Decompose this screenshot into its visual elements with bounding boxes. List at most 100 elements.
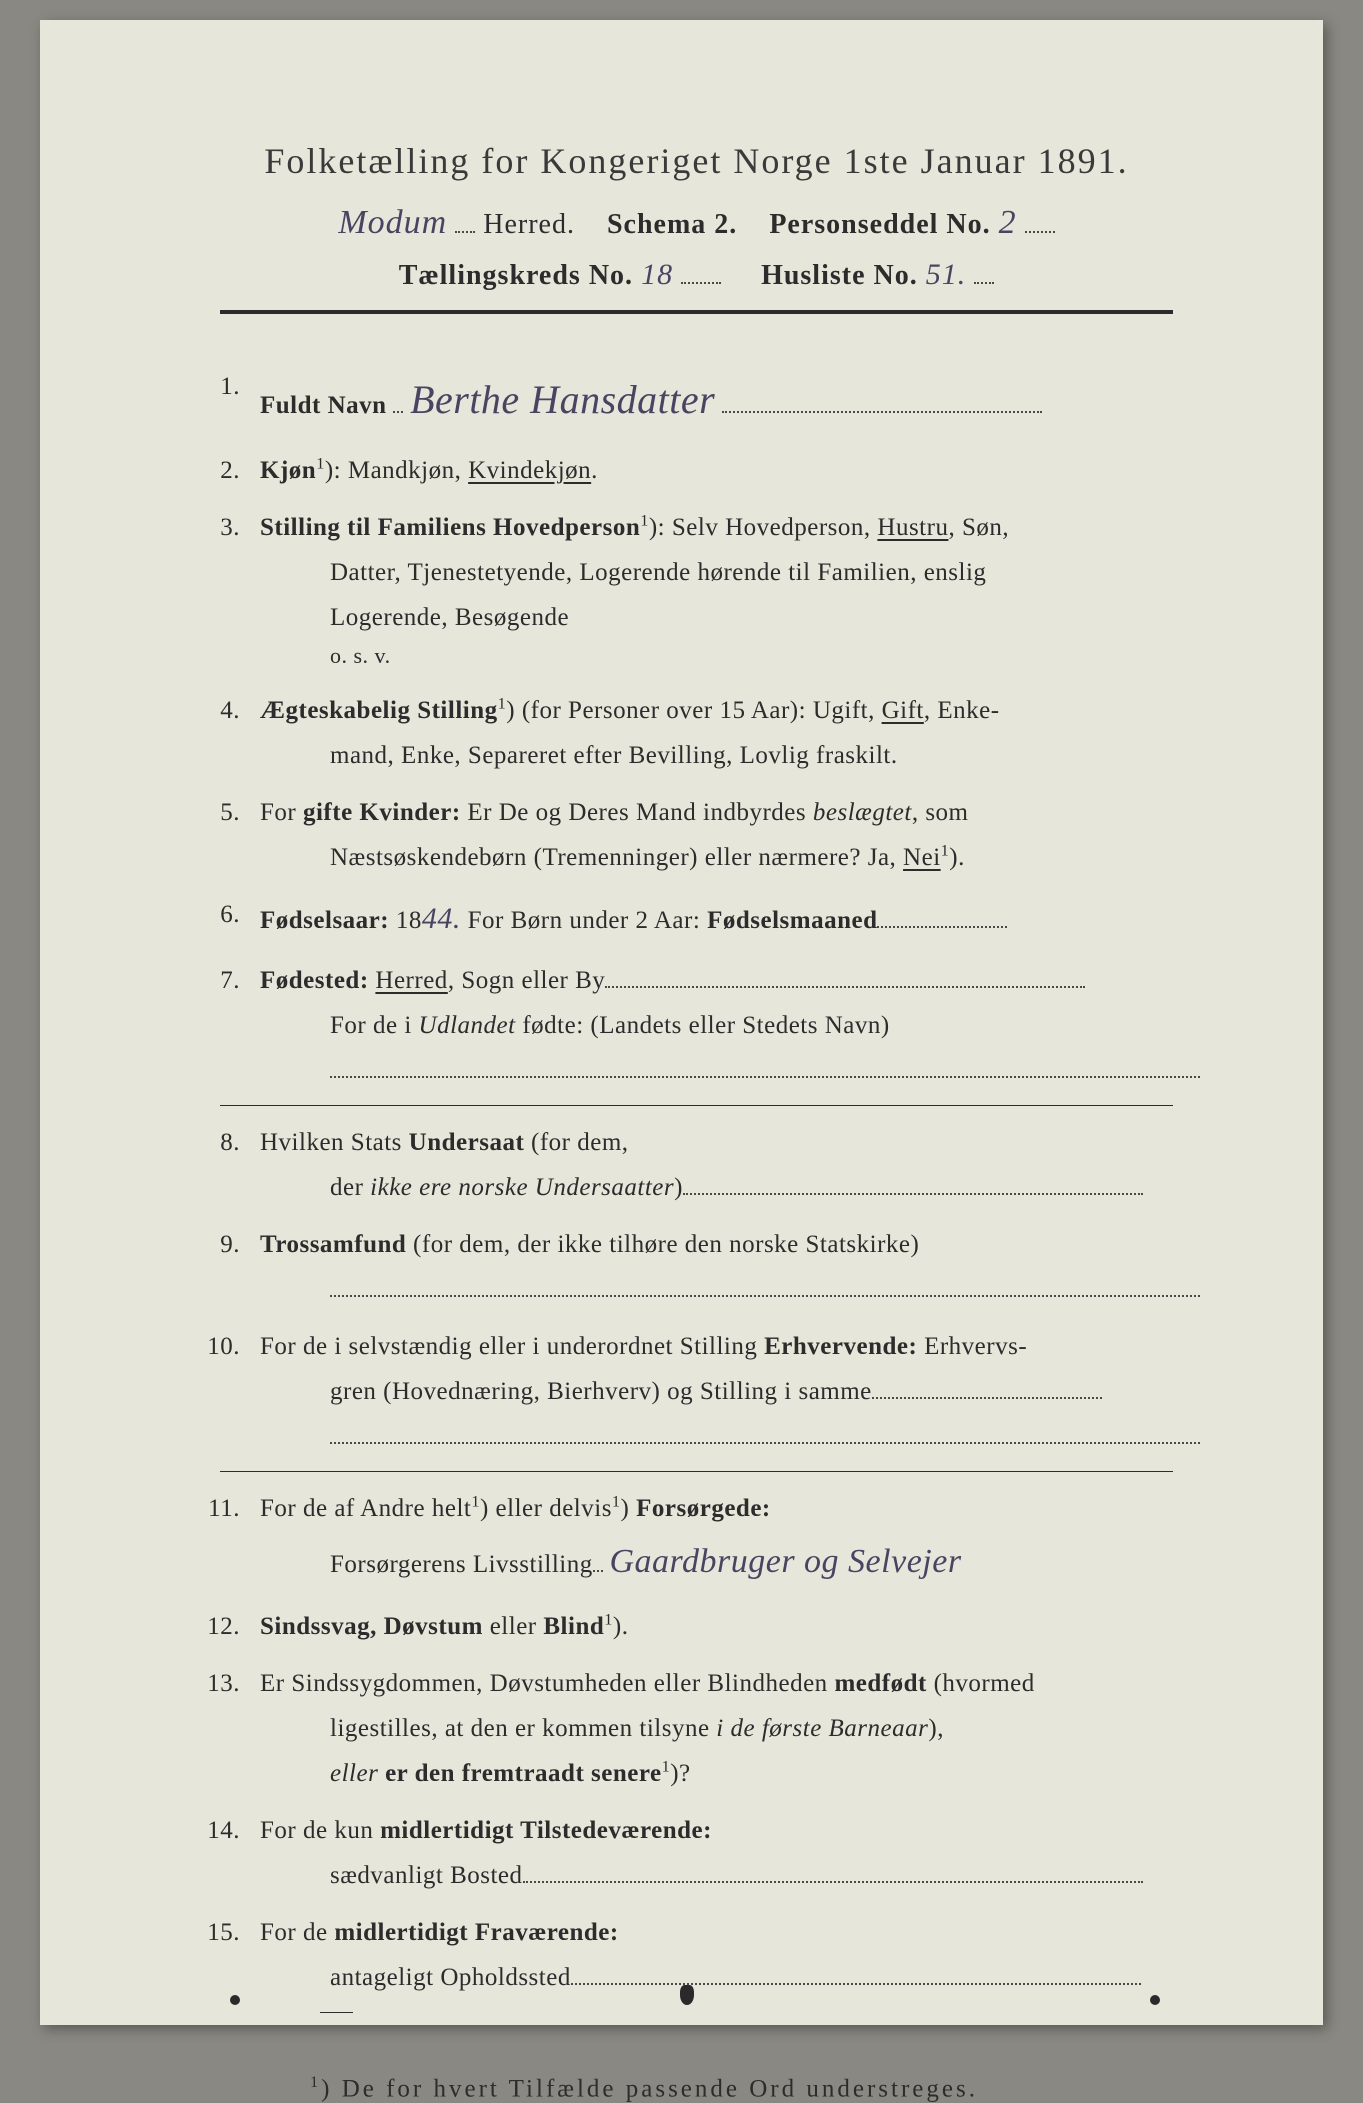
schema-label: Schema 2. xyxy=(607,209,737,240)
q9-dots xyxy=(260,1267,1203,1312)
q6-label: Fødselsaar: xyxy=(260,907,389,934)
q5-l1: Er De og Deres Mand indbyrdes xyxy=(461,799,813,826)
q2-options: ): Mandkjøn, xyxy=(325,457,468,484)
q4-l2: mand, Enke, Separeret efter Bevilling, L… xyxy=(260,733,1203,778)
q3-l3: Logerende, Besøgende xyxy=(260,595,1203,640)
q6: Fødselsaar: 1844. For Børn under 2 Aar: … xyxy=(190,892,1203,946)
q8-l1a: Hvilken Stats xyxy=(260,1129,409,1156)
binding-hole-icon xyxy=(680,1985,694,2005)
q7: Fødested: Herred, Sogn eller By For de i… xyxy=(190,958,1203,1093)
q7-dots xyxy=(260,1048,1203,1093)
q5-la: For xyxy=(260,799,303,826)
dots xyxy=(877,903,1007,928)
q5-ul: Nei xyxy=(903,844,941,871)
q5-lb: gifte Kvinder: xyxy=(303,799,461,826)
q8-l2wrap: der ikke ere norske Undersaatter) xyxy=(260,1165,1203,1210)
q12-label: Sindssvag, Døvstum xyxy=(260,1613,483,1640)
q11-label: Forsørgede: xyxy=(636,1495,771,1522)
dots xyxy=(571,1960,1141,1985)
dots xyxy=(330,1419,1200,1444)
q7-ital: Udlandet xyxy=(419,1012,516,1039)
q13-l1a: Er Sindssygdommen, Døvstumheden eller Bl… xyxy=(260,1670,834,1697)
q7-l2b: fødte: (Landets eller Stedets Navn) xyxy=(516,1012,890,1039)
fn-ref: 1 xyxy=(316,455,325,473)
q14-l2wrap: sædvanligt Bosted xyxy=(260,1853,1203,1898)
q3-label: Stilling til Familiens Hovedperson xyxy=(260,514,640,541)
q8-label: Undersaat xyxy=(409,1129,525,1156)
q11-l2wrap: Forsørgerens Livsstilling Gaardbruger og… xyxy=(260,1531,1203,1592)
q10-label: Erhvervende: xyxy=(764,1333,917,1360)
q3-l1a: ): Selv Hovedperson, xyxy=(649,514,878,541)
q9-label: Trossamfund xyxy=(260,1231,406,1258)
q15: For de midlertidigt Fraværende: antageli… xyxy=(190,1910,1203,2000)
q2-tail: . xyxy=(591,457,598,484)
q13-l2wrap: ligestilles, at den er kommen tilsyne i … xyxy=(260,1706,1203,1751)
dots xyxy=(523,1858,1143,1883)
q3-ul: Hustru xyxy=(877,514,948,541)
husliste-label: Husliste No. xyxy=(761,260,918,291)
kreds-no-handwritten: 18 xyxy=(641,258,673,291)
fn-ref: 1 xyxy=(471,1492,480,1510)
dots xyxy=(974,256,994,284)
husliste-no-handwritten: 51. xyxy=(926,258,967,291)
q15-l2wrap: antageligt Opholdssted xyxy=(260,1955,1203,2000)
dots xyxy=(605,963,1085,988)
q1-value: Berthe Hansdatter xyxy=(410,377,715,422)
q7-l2a: For de i xyxy=(330,1012,419,1039)
herred-handwritten: Modum xyxy=(338,204,447,241)
q13-l3b: )? xyxy=(670,1760,690,1787)
q3-l2: Datter, Tjenestetyende, Logerende hørend… xyxy=(260,550,1203,595)
q10-dots xyxy=(260,1414,1203,1459)
q6-mid: For Børn under 2 Aar: xyxy=(461,907,707,934)
q4-l1a: ) (for Personer over 15 Aar): Ugift, xyxy=(506,697,881,724)
q5-l1b: , som xyxy=(912,799,969,826)
q4-ul: Gift xyxy=(882,697,924,724)
q13: Er Sindssygdommen, Døvstumheden eller Bl… xyxy=(190,1661,1203,1796)
q11-l1b: ) eller delvis xyxy=(480,1495,612,1522)
header-line-3: Tællingskreds No. 18 Husliste No. 51. xyxy=(190,256,1203,292)
fn-ref: 1 xyxy=(604,1610,613,1628)
q3: Stilling til Familiens Hovedperson1): Se… xyxy=(190,505,1203,676)
q5-l2b: ). xyxy=(949,844,965,871)
q4: Ægteskabelig Stilling1) (for Personer ov… xyxy=(190,688,1203,778)
q8-l2a: der xyxy=(330,1174,370,1201)
q14-l2: sædvanligt Bosted xyxy=(330,1862,523,1889)
q2-label: Kjøn xyxy=(260,457,316,484)
page-title: Folketælling for Kongeriget Norge 1ste J… xyxy=(190,140,1203,182)
q6-prefix: 18 xyxy=(389,907,422,934)
dots xyxy=(455,205,475,233)
dots xyxy=(722,388,1042,413)
dots xyxy=(330,1053,1200,1078)
census-form-page: Folketælling for Kongeriget Norge 1ste J… xyxy=(40,20,1323,2025)
q6-label2: Fødselsmaaned xyxy=(707,907,877,934)
q15-l2: antageligt Opholdssted xyxy=(330,1964,571,1991)
kreds-label: Tællingskreds No. xyxy=(399,260,633,291)
q12-rb: ). xyxy=(613,1613,629,1640)
header-rule xyxy=(220,310,1173,314)
q2: Kjøn1): Mandkjøn, Kvindekjøn. xyxy=(190,448,1203,493)
q8-l1b: (for dem, xyxy=(524,1129,628,1156)
q13-l3wrap: eller er den fremtraadt senere1)? xyxy=(260,1751,1203,1796)
q7-ul: Herred xyxy=(375,967,447,994)
q1-label: Fuldt Navn xyxy=(260,392,387,419)
fn-mark: 1 xyxy=(310,2073,321,2091)
q7-label: Fødested: xyxy=(260,967,369,994)
footnote: 1) De for hvert Tilfælde passende Ord un… xyxy=(190,2073,1203,2103)
q3-l1b: , Søn, xyxy=(948,514,1009,541)
q9: Trossamfund (for dem, der ikke tilhøre d… xyxy=(190,1222,1203,1312)
q10-l2wrap: gren (Hovednæring, Bierhverv) og Stillin… xyxy=(260,1369,1203,1414)
q3-osv: o. s. v. xyxy=(260,636,1203,676)
question-list: Fuldt Navn Berthe Hansdatter Kjøn1): Man… xyxy=(190,364,1203,1093)
fn-ref: 1 xyxy=(612,1492,621,1510)
q15-l1a: For de xyxy=(260,1919,334,1946)
q11-value: Gaardbruger og Selvejer xyxy=(609,1543,961,1580)
q11-l1c: ) xyxy=(621,1495,637,1522)
q13-l3a: eller xyxy=(330,1760,378,1787)
separator-1 xyxy=(220,1105,1173,1106)
binding-hole-icon xyxy=(1150,1995,1160,2005)
q8: Hvilken Stats Undersaat (for dem, der ik… xyxy=(190,1120,1203,1210)
q13-l2b: ), xyxy=(928,1715,944,1742)
q13-ital: i de første Barneaar xyxy=(716,1715,928,1742)
q8-l2b: ) xyxy=(674,1174,683,1201)
q12-ra: eller xyxy=(483,1613,543,1640)
